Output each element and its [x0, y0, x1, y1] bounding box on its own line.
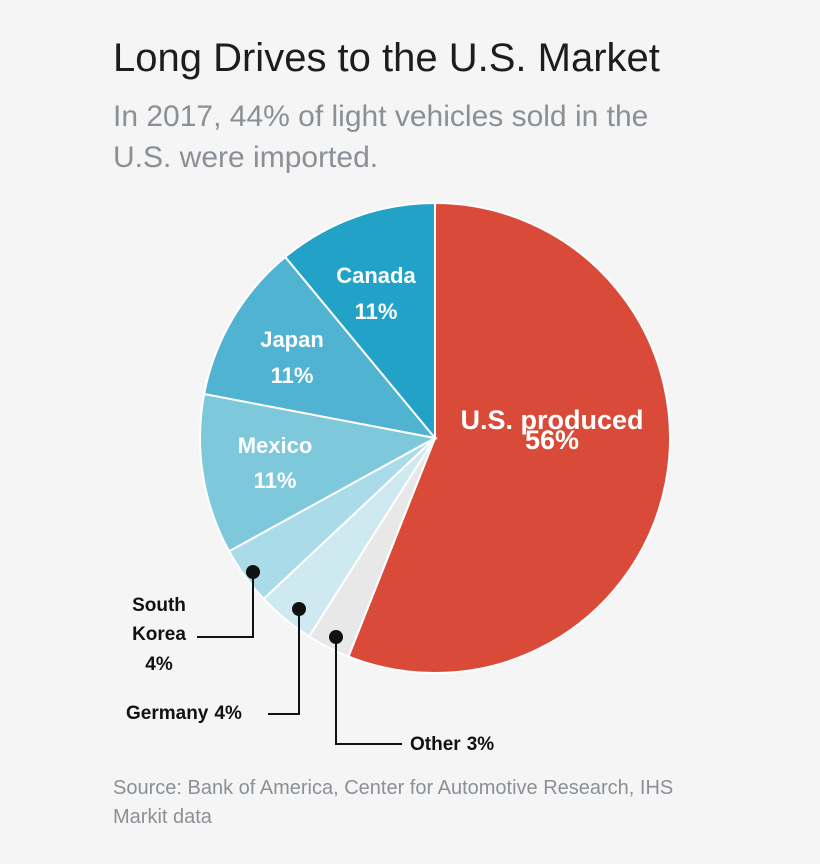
- leader-line: [335, 637, 402, 745]
- chart-subtitle: In 2017, 44% of light vehicles sold in t…: [113, 100, 649, 174]
- pie-slice: [199, 392, 438, 553]
- slice-value-label: 56%: [525, 425, 579, 455]
- chart-title: Long Drives to the U.S. Market: [113, 36, 660, 80]
- slice-label: South Korea: [132, 595, 186, 645]
- pie-slice: [202, 255, 438, 440]
- source-note: Source: Bank of America, Center for Auto…: [113, 777, 674, 828]
- slice-value-label: 11%: [271, 363, 314, 388]
- leader-dot: [329, 630, 343, 644]
- pie-slice: [283, 201, 436, 441]
- slice-label: Mexico: [238, 433, 313, 458]
- slice-label: U.S. produced: [460, 405, 643, 435]
- slice-value-label: 11%: [355, 299, 398, 324]
- leader-dot: [246, 565, 260, 579]
- leader-line: [197, 572, 254, 638]
- slice-value-label: 4%: [214, 703, 242, 724]
- slice-label: Germany: [126, 703, 209, 724]
- slice-value-label: 11%: [254, 468, 297, 493]
- slice-label: Canada: [336, 263, 416, 288]
- slice-label: Japan: [260, 327, 324, 352]
- leader-line: [268, 609, 300, 715]
- slice-label: Other: [410, 734, 461, 755]
- slice-value-label: 4%: [145, 654, 173, 675]
- pie-slice: [347, 201, 672, 674]
- slice-value-label: 3%: [467, 734, 495, 755]
- leader-dot: [292, 602, 306, 616]
